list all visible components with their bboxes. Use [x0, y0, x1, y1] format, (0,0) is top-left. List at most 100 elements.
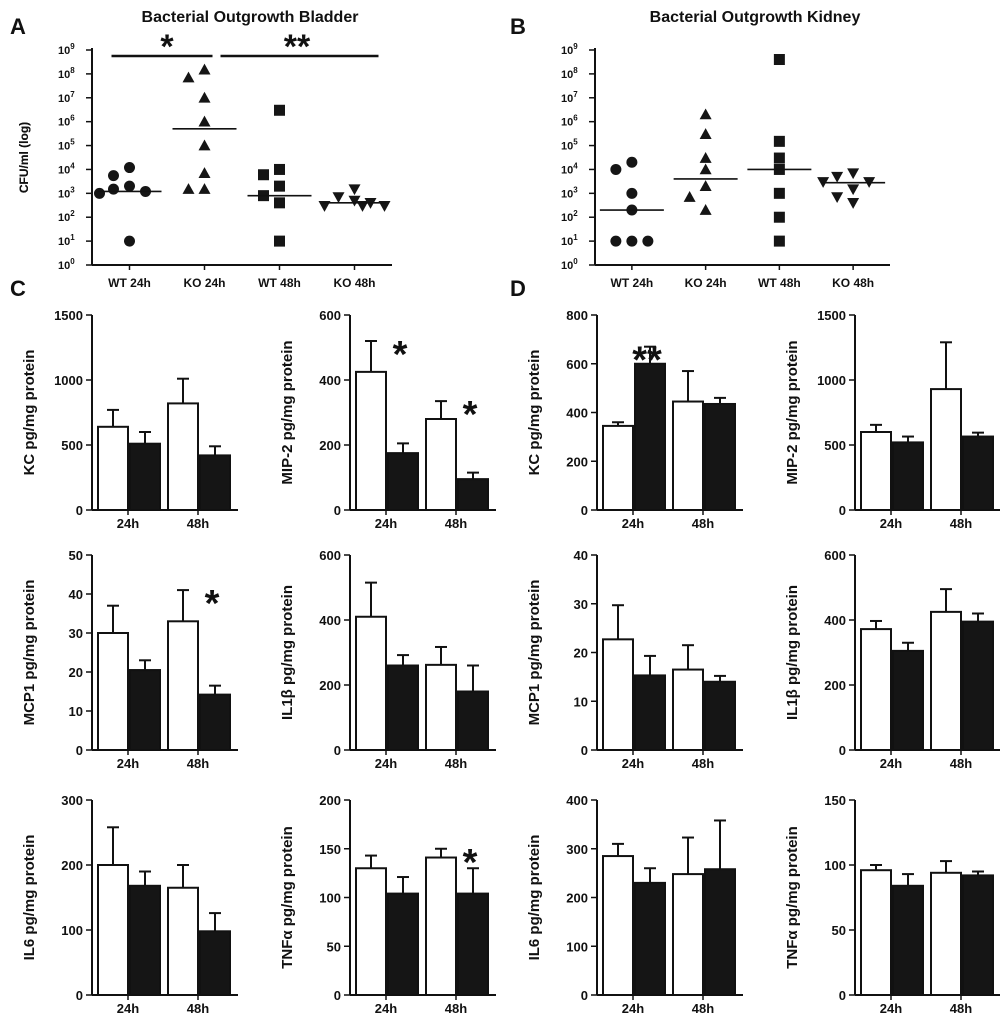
a-y-tick-exponent: 0: [70, 257, 75, 266]
d2-y-tick-label: 1500: [817, 308, 846, 323]
b-y-tick-label: 109: [561, 42, 578, 57]
b-y-tick-exponent: 4: [573, 161, 578, 170]
d6-y-tick-label: 100: [824, 858, 846, 873]
a-x-tick-label: WT 48h: [258, 276, 301, 290]
a-y-tick-base: 10: [58, 93, 70, 105]
b-title: Bacterial Outgrowth Kidney: [650, 9, 861, 26]
a-point: [94, 187, 105, 199]
d6-x-tick-label: 48h: [950, 1001, 972, 1016]
d5-y-tick-label: 0: [581, 988, 588, 1003]
b-point: [773, 187, 785, 199]
d5-bar-wt: [672, 873, 704, 996]
a-point: [198, 115, 211, 127]
c5-y-tick-label: 200: [61, 858, 83, 873]
a-y-tick-label: 108: [58, 66, 75, 81]
b-point: [699, 204, 712, 215]
c4-bar-ko: [457, 690, 489, 751]
b-point: [699, 108, 712, 120]
b-y-tick-label: 107: [561, 90, 578, 105]
c4-y-tick-label: 0: [334, 743, 341, 758]
c2-bar-ko: [457, 478, 489, 511]
d6-y-label: TNFα pg/mg protein: [784, 826, 801, 969]
b-point: [642, 235, 654, 247]
c1-x-tick-label: 24h: [117, 516, 139, 531]
a-y-tick-label: 103: [58, 185, 75, 200]
d5-y-tick-label: 200: [566, 891, 588, 906]
a-y-tick-label: 109: [58, 42, 75, 57]
c6-y-tick-label: 100: [319, 891, 341, 906]
b-point: [773, 235, 785, 247]
a-y-tick-label: 105: [58, 138, 75, 153]
b-point: [626, 156, 638, 168]
c1-bar-wt: [97, 425, 129, 511]
b-y-tick-base: 10: [561, 117, 573, 129]
a-y-tick-exponent: 4: [70, 161, 75, 170]
d4-y-tick-label: 0: [839, 743, 846, 758]
b-y-tick-base: 10: [561, 141, 573, 153]
b-point: [831, 192, 844, 204]
c6-x-tick-label: 24h: [375, 1001, 397, 1016]
c3-y-tick-label: 30: [69, 626, 83, 641]
c3-y-tick-label: 0: [76, 743, 83, 758]
c6-bar-ko: [457, 892, 489, 996]
a-point: [378, 201, 391, 212]
a-y-tick-base: 10: [58, 260, 70, 272]
a-significance-star: **: [284, 28, 311, 66]
a-point: [348, 195, 361, 207]
d1-y-label: KC pg/mg protein: [526, 350, 543, 476]
c3-significance-star: *: [205, 583, 220, 625]
d6-bar-ko: [892, 884, 924, 996]
panel-letter-b: B: [510, 14, 526, 39]
b-point: [699, 163, 712, 175]
d2-x-tick-label: 48h: [950, 516, 972, 531]
c3-y-tick-label: 50: [69, 548, 83, 563]
b-y-tick-exponent: 9: [573, 42, 578, 51]
c4-x-tick-label: 24h: [375, 756, 397, 771]
a-y-label: CFU/ml (log): [17, 122, 31, 193]
d1-bar-wt: [672, 400, 704, 511]
c2-bar-wt: [355, 370, 387, 511]
a-y-tick-exponent: 2: [70, 209, 75, 218]
c2-bar-ko: [387, 452, 419, 511]
c2-bar-wt: [425, 418, 457, 511]
d2-bar-ko: [892, 441, 924, 511]
a-y-tick-label: 102: [58, 209, 75, 224]
c4-x-tick-label: 48h: [445, 756, 467, 771]
a-point: [318, 201, 331, 212]
b-x-tick-label: WT 48h: [758, 276, 801, 290]
b-y-tick-label: 102: [561, 209, 578, 224]
b-point: [831, 171, 844, 183]
d4-y-tick-label: 600: [824, 548, 846, 563]
a-y-tick-label: 101: [58, 233, 75, 248]
a-y-tick-exponent: 6: [70, 114, 75, 123]
c6-bar-wt: [355, 867, 387, 996]
b-point: [773, 135, 785, 147]
b-point: [626, 235, 638, 247]
a-y-tick-exponent: 1: [70, 233, 75, 242]
a-y-tick-label: 100: [58, 257, 75, 272]
d6-y-tick-label: 50: [832, 923, 846, 938]
c5-x-tick-label: 48h: [187, 1001, 209, 1016]
d6-bar-wt: [860, 869, 892, 997]
d1-y-tick-label: 200: [566, 454, 588, 469]
d3-x-tick-label: 48h: [692, 756, 714, 771]
b-point: [699, 180, 712, 191]
c3-bar-ko: [129, 669, 161, 751]
b-y-tick-label: 106: [561, 114, 578, 129]
d5-y-tick-label: 400: [566, 793, 588, 808]
d3-x-tick-label: 24h: [622, 756, 644, 771]
a-y-tick-label: 104: [58, 161, 75, 176]
a-point: [198, 167, 211, 178]
a-x-tick-label: KO 24h: [183, 276, 225, 290]
a-y-tick-base: 10: [58, 117, 70, 129]
d1-y-tick-label: 400: [566, 406, 588, 421]
b-y-tick-exponent: 7: [573, 90, 578, 99]
c6-y-label: TNFα pg/mg protein: [279, 826, 296, 969]
b-y-label: CFU/ml (log): [17, 122, 31, 193]
a-y-tick-exponent: 5: [70, 138, 75, 147]
d2-x-tick-label: 24h: [880, 516, 902, 531]
d1-significance-star: **: [632, 340, 662, 382]
c3-bar-wt: [97, 632, 129, 751]
d5-y-label: IL6 pg/mg protein: [526, 835, 543, 961]
c5-y-tick-label: 100: [61, 923, 83, 938]
